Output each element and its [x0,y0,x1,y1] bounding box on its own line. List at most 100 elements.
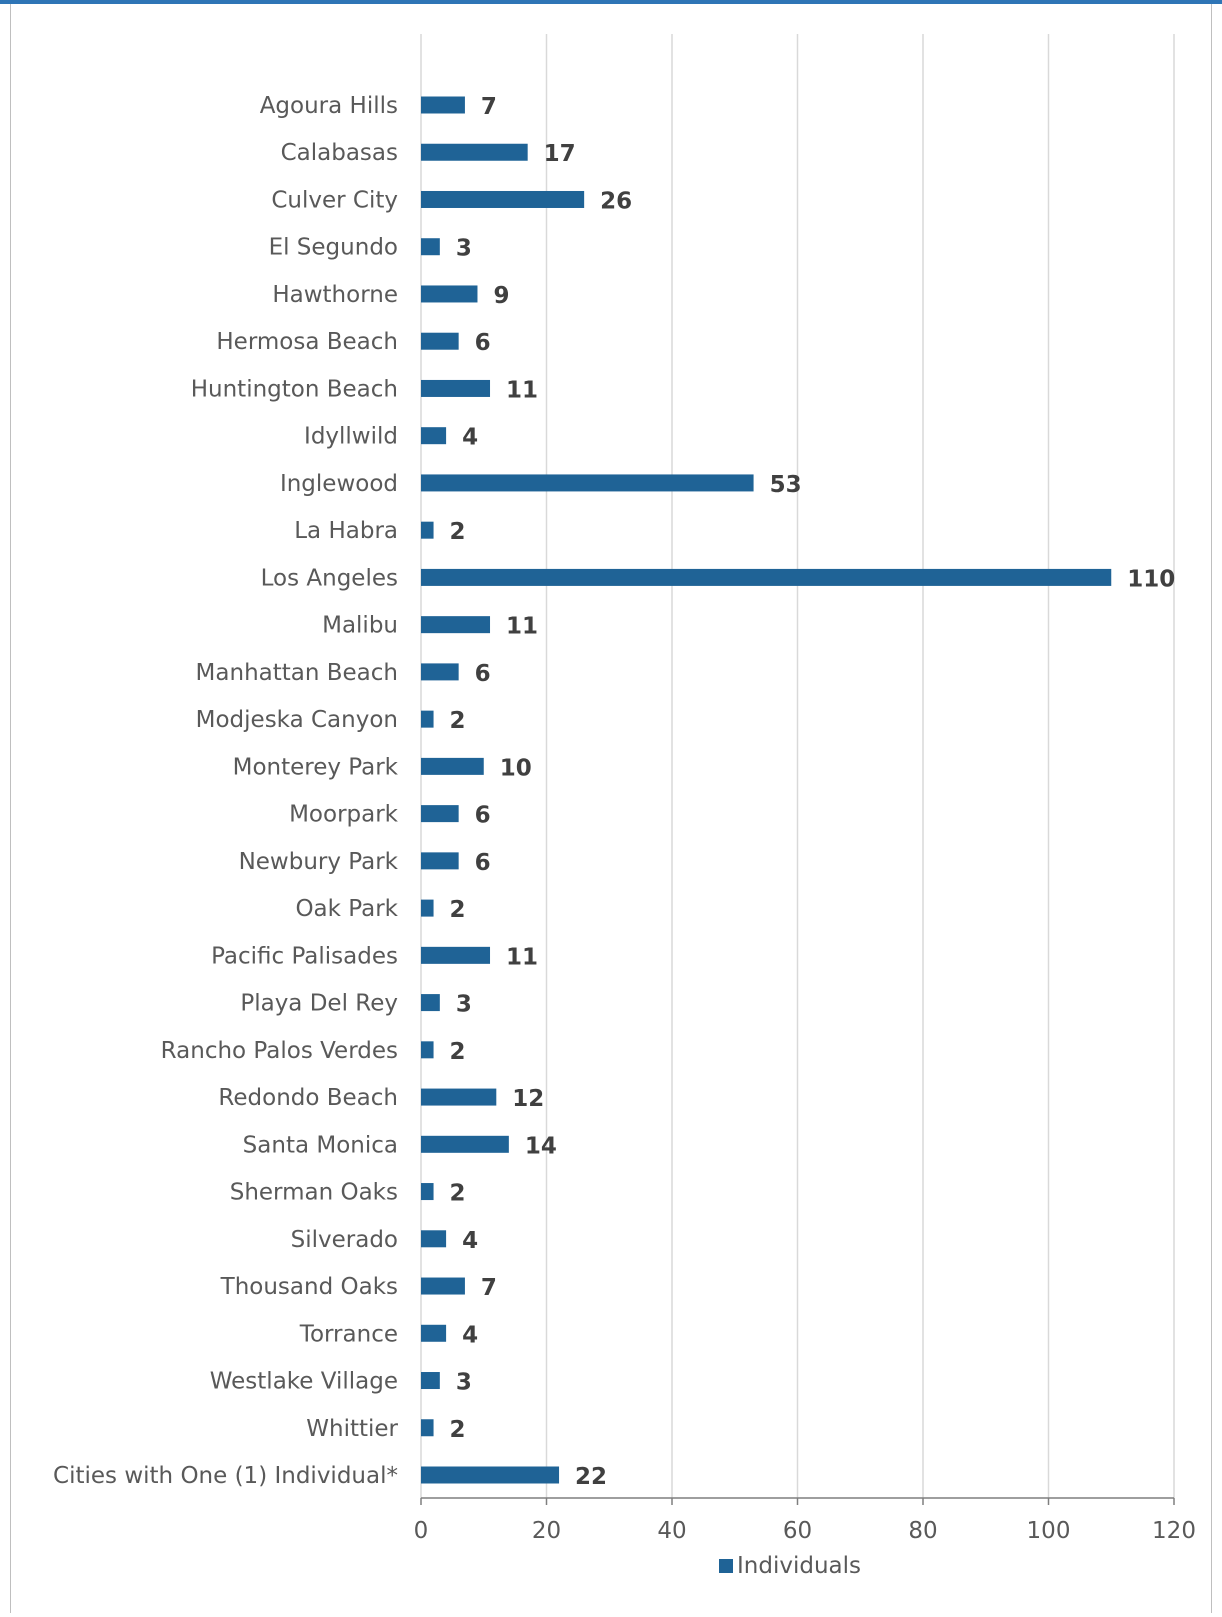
x-tick-label: 120 [1152,1518,1196,1544]
bar [421,1277,465,1295]
bar [421,190,585,208]
data-label: 3 [456,1370,472,1396]
category-label: El Segundo [269,235,398,261]
bar [421,899,434,917]
bar [421,1088,497,1106]
data-label: 10 [500,755,532,781]
category-label: Malibu [322,613,398,639]
bar [421,379,491,397]
data-label: 4 [462,1322,478,1348]
category-label: Culver City [271,187,398,213]
category-label: Silverado [291,1227,398,1253]
category-label: Huntington Beach [191,376,398,402]
category-label: Rancho Palos Verdes [161,1038,398,1064]
category-label: Manhattan Beach [196,660,398,686]
data-label: 7 [481,1275,497,1301]
data-label: 2 [450,1417,466,1443]
data-label: 2 [450,708,466,734]
category-label: Los Angeles [261,565,398,591]
data-label: 3 [456,992,472,1018]
bar [421,96,465,114]
x-axis: 0 20 40 60 80 100 120 [414,1497,1196,1544]
bar [421,1135,509,1153]
bar [421,1041,434,1059]
bar [421,474,754,492]
data-label: 4 [462,1228,478,1254]
x-tick-label: 40 [657,1518,686,1544]
category-label: Inglewood [280,471,398,497]
category-labels: Agoura Hills Calabasas Culver City El Segun… [53,93,399,1489]
data-label: 2 [450,1181,466,1207]
category-label: La Habra [294,518,398,544]
category-label: Redondo Beach [218,1085,398,1111]
bar [421,757,484,775]
x-tick-label: 20 [532,1518,561,1544]
category-label: Playa Del Rey [240,991,398,1017]
bar [421,521,434,539]
data-label: 11 [506,377,538,403]
bars [421,96,1112,1484]
bar [421,663,459,681]
value-labels: 7172639611453211011621066211321214247432… [450,94,1176,1490]
bar [421,143,528,161]
chart-frame [10,4,1212,1613]
category-label: Torrance [299,1321,398,1347]
data-label: 26 [600,188,632,214]
data-label: 2 [450,519,466,545]
bar [421,852,459,870]
bar [421,238,440,256]
data-label: 14 [525,1133,557,1159]
bar [421,1324,447,1342]
category-label: Idyllwild [304,424,398,450]
x-tick-label: 100 [1027,1518,1071,1544]
category-label: Westlake Village [210,1369,398,1395]
bar [421,710,434,728]
data-label: 9 [493,283,509,309]
category-label: Agoura Hills [260,93,398,119]
data-label: 2 [450,1039,466,1065]
category-label: Cities with One (1) Individual* [53,1463,398,1489]
data-label: 53 [770,472,802,498]
legend-label: Individuals [737,1553,861,1579]
data-label: 11 [506,614,538,640]
bar [421,946,491,964]
bar [421,1466,560,1484]
x-tick-label: 80 [908,1518,937,1544]
bar [421,1372,440,1390]
category-label: Newbury Park [239,849,399,875]
data-label: 17 [544,141,576,167]
data-label: 4 [462,425,478,451]
category-label: Whittier [306,1416,398,1442]
category-label: Calabasas [281,140,398,166]
data-label: 6 [475,330,491,356]
bar [421,1183,434,1201]
bar [421,616,491,634]
category-label: Moorpark [289,802,399,828]
bar [421,568,1112,586]
category-label: Monterey Park [233,754,399,780]
data-label: 7 [481,94,497,120]
bar [421,285,478,303]
bar [421,1419,434,1437]
data-label: 6 [475,803,491,829]
data-label: 12 [512,1086,544,1112]
data-label: 22 [575,1464,607,1490]
data-label: 6 [475,850,491,876]
data-label: 6 [475,661,491,687]
x-tick-label: 60 [783,1518,812,1544]
bar [421,994,440,1012]
data-label: 110 [1127,566,1175,592]
gridlines [420,34,1175,1498]
category-label: Modjeska Canyon [196,707,398,733]
category-label: Hawthorne [272,282,398,308]
x-tick-label: 0 [414,1518,429,1544]
category-label: Oak Park [295,896,398,922]
category-label: Hermosa Beach [216,329,398,355]
category-label: Thousand Oaks [220,1274,398,1300]
category-label: Pacific Palisades [211,943,398,969]
category-label: Santa Monica [243,1132,398,1158]
bar [421,332,459,350]
bar [421,1230,447,1248]
data-label: 3 [456,236,472,262]
